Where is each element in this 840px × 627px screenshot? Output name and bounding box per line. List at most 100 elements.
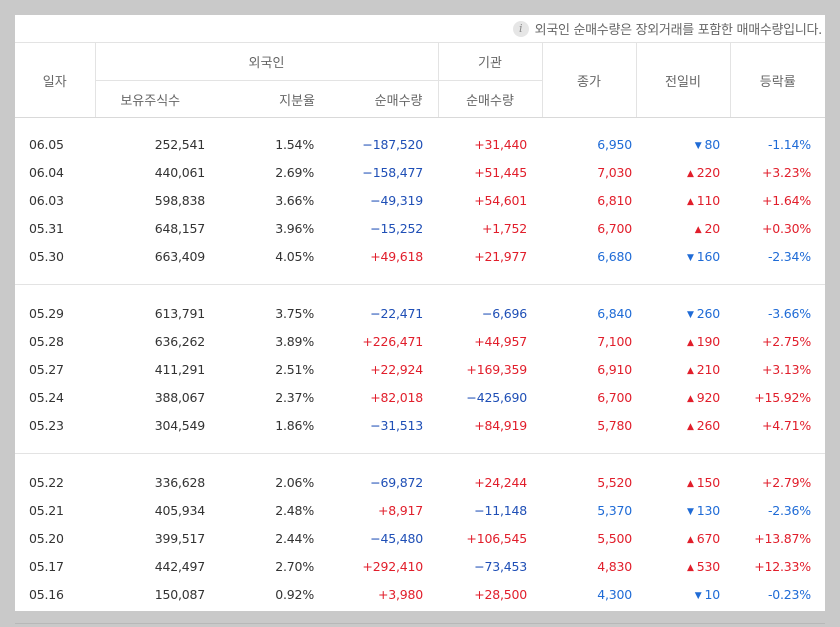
triangle-down-icon: ▼ (694, 140, 702, 151)
cell-close: 7,030 (597, 164, 632, 180)
cell-date: 05.28 (29, 333, 64, 349)
triangle-down-icon: ▼ (694, 590, 702, 601)
cell-inst-net: +21,977 (474, 248, 527, 264)
cell-foreign-net: −22,471 (370, 305, 423, 321)
cell-foreign-net: +8,917 (377, 502, 423, 518)
cell-date: 05.20 (29, 530, 64, 546)
table-row: 05.31 648,157 3.96% −15,252 +1,752 6,700 ▲ 20 +0… (15, 214, 825, 242)
cell-change-value: 260 (696, 417, 720, 433)
cell-inst-net: +1,752 (481, 220, 527, 236)
triangle-down-icon: ▼ (687, 309, 694, 320)
cell-rate: +12.33% (754, 558, 811, 574)
triangle-up-icon: ▲ (687, 337, 694, 348)
cell-share: 2.06% (275, 474, 314, 490)
cell-foreign-net: −69,872 (370, 474, 423, 490)
header-close: 종가 (541, 42, 636, 118)
notice: i 외국인 순매수량은 장외거래를 포함한 매매수량입니다. (512, 15, 822, 42)
cell-close: 6,840 (597, 305, 632, 321)
cell-holdings: 440,061 (154, 164, 205, 180)
cell-close: 6,700 (597, 389, 632, 405)
header-change: 전일비 (635, 42, 730, 118)
bottom-divider (15, 623, 825, 624)
cell-holdings: 613,791 (154, 305, 205, 321)
cell-change: ▲ 220 (636, 158, 730, 186)
cell-rate: +4.71% (762, 417, 811, 433)
investor-table: 일자 외국인 기관 종가 전일비 등락률 보유주식수 지분율 순매수량 순매수량… (15, 42, 825, 608)
table-row: 05.17 442,497 2.70% +292,410 −73,453 4,830 ▲ 53… (15, 552, 825, 580)
triangle-up-icon: ▲ (694, 224, 702, 235)
header-date: 일자 (15, 42, 95, 118)
cell-date: 06.05 (29, 136, 64, 152)
header-foreign: 외국인 (94, 42, 438, 81)
cell-holdings: 336,628 (154, 474, 205, 490)
cell-foreign-net: −49,319 (370, 192, 423, 208)
cell-rate: +2.79% (762, 474, 811, 490)
cell-change-value: 150 (696, 474, 720, 490)
cell-close: 4,830 (597, 558, 632, 574)
cell-change: ▼ 130 (636, 496, 730, 524)
cell-share: 1.54% (275, 136, 314, 152)
table-row: 05.16 150,087 0.92% +3,980 +28,500 4,300 ▼ 10 -0… (15, 580, 825, 608)
cell-inst-net: −73,453 (474, 558, 527, 574)
table-row: 05.22 336,628 2.06% −69,872 +24,244 5,520 ▲ 150… (15, 468, 825, 496)
cell-close: 6,680 (597, 248, 632, 264)
header-foreign-net: 순매수량 (320, 80, 438, 118)
table-row: 05.20 399,517 2.44% −45,480 +106,545 5,500 ▲ 67… (15, 524, 825, 552)
cell-inst-net: +44,957 (474, 333, 527, 349)
cell-close: 6,950 (597, 136, 632, 152)
cell-share: 0.92% (275, 586, 314, 602)
header-inst-net: 순매수량 (437, 80, 542, 118)
cell-inst-net: +28,500 (474, 586, 527, 602)
cell-date: 05.31 (29, 220, 64, 236)
table-row: 05.28 636,262 3.89% +226,471 +44,957 7,100 ▲ 19… (15, 327, 825, 355)
triangle-up-icon: ▲ (687, 365, 694, 376)
cell-share: 2.51% (275, 361, 314, 377)
table-row: 06.05 252,541 1.54% −187,520 +31,440 6,950 ▼ 80… (15, 130, 825, 158)
triangle-up-icon: ▲ (687, 478, 694, 489)
cell-date: 05.21 (29, 502, 64, 518)
cell-close: 6,910 (597, 361, 632, 377)
cell-change-value: 190 (696, 333, 720, 349)
cell-inst-net: +84,919 (474, 417, 527, 433)
cell-date: 05.30 (29, 248, 64, 264)
triangle-up-icon: ▲ (687, 393, 694, 404)
cell-share: 2.69% (275, 164, 314, 180)
cell-share: 3.89% (275, 333, 314, 349)
cell-change: ▲ 670 (636, 524, 730, 552)
cell-date: 06.04 (29, 164, 64, 180)
info-icon[interactable]: i (512, 20, 529, 37)
cell-change: ▲ 210 (636, 355, 730, 383)
cell-change-value: 260 (696, 305, 720, 321)
cell-change: ▲ 150 (636, 468, 730, 496)
cell-change-value: 130 (696, 502, 720, 518)
cell-change-value: 110 (696, 192, 720, 208)
cell-share: 1.86% (275, 417, 314, 433)
cell-close: 6,810 (597, 192, 632, 208)
header-share: 지분율 (205, 80, 320, 118)
cell-foreign-net: +292,410 (362, 558, 423, 574)
cell-change: ▲ 110 (636, 186, 730, 214)
header-holdings: 보유주식수 (94, 80, 205, 118)
cell-foreign-net: +3,980 (377, 586, 423, 602)
cell-inst-net: +31,440 (474, 136, 527, 152)
cell-date: 05.24 (29, 389, 64, 405)
cell-foreign-net: +82,018 (370, 389, 423, 405)
header-institution: 기관 (437, 42, 542, 81)
cell-holdings: 648,157 (154, 220, 205, 236)
table-row: 05.29 613,791 3.75% −22,471 −6,696 6,840 ▼ 260-… (15, 299, 825, 327)
triangle-up-icon: ▲ (687, 421, 694, 432)
cell-share: 2.48% (275, 502, 314, 518)
triangle-up-icon: ▲ (687, 534, 694, 545)
cell-close: 4,300 (597, 586, 632, 602)
cell-rate: -3.66% (767, 305, 811, 321)
cell-change-value: 210 (696, 361, 720, 377)
cell-change-value: 220 (696, 164, 720, 180)
cell-change: ▲ 530 (636, 552, 730, 580)
cell-change: ▲ 190 (636, 327, 730, 355)
table-row: 05.30 663,409 4.05% +49,618 +21,977 6,680 ▼ 160… (15, 242, 825, 270)
investor-trading-panel: i 외국인 순매수량은 장외거래를 포함한 매매수량입니다. 일자 외국인 기관… (15, 15, 825, 611)
cell-change: ▼ 160 (636, 242, 730, 270)
cell-share: 4.05% (275, 248, 314, 264)
header-rate: 등락률 (729, 42, 825, 118)
triangle-down-icon: ▼ (687, 506, 694, 517)
